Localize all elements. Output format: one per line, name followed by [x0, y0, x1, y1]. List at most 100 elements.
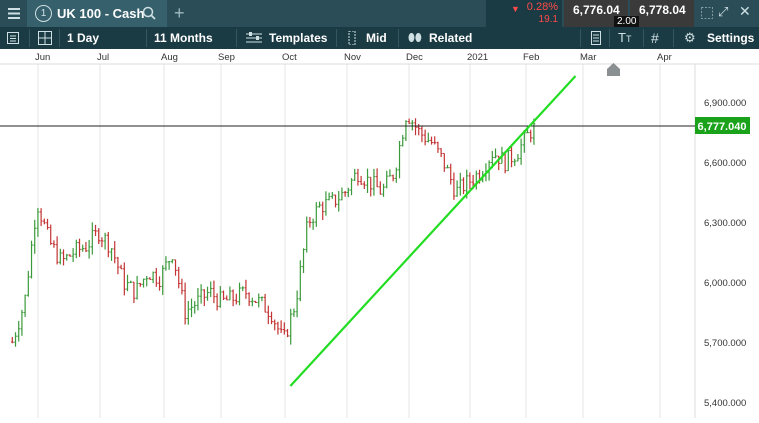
templates-button[interactable]: Templates [244, 27, 332, 49]
chart-tile-icon[interactable] [701, 7, 713, 19]
ohlc-bar [33, 219, 37, 254]
ohlc-bar [206, 286, 209, 301]
buy-price-button[interactable]: 6,778.04 [630, 0, 694, 27]
ohlc-bar [350, 178, 353, 196]
interval-selector[interactable]: 1 Day [67, 31, 100, 45]
ohlc-bar [372, 168, 376, 196]
ohlc-bar [337, 191, 341, 212]
ohlc-bar [71, 248, 75, 262]
ohlc-bar [158, 276, 161, 291]
ohlc-bar [410, 120, 414, 131]
close-icon[interactable]: ✕ [739, 3, 751, 19]
ohlc-bar [330, 192, 334, 199]
ohlc-bar [122, 262, 126, 296]
expand-icon[interactable]: ⤢ [718, 4, 729, 19]
settings-button[interactable]: ⚙ Settings [680, 27, 759, 49]
ohlc-bar [394, 167, 398, 183]
related-label: Related [429, 31, 473, 45]
ohlc-bars [10, 118, 536, 347]
ohlc-bar [106, 231, 110, 258]
add-tab-button[interactable]: + [174, 3, 185, 23]
ohlc-bar [375, 168, 379, 188]
ohlc-bar [455, 180, 459, 197]
ohlc-bar [151, 271, 155, 284]
ohlc-bar [532, 118, 536, 145]
ohlc-bar [81, 244, 85, 252]
ohlc-bar [62, 249, 65, 266]
month-label: Dec [406, 52, 423, 63]
text-size-icon[interactable]: TT [618, 30, 632, 45]
price-tick-label: 6,900.000 [704, 98, 746, 109]
ohlc-bar [446, 164, 449, 169]
main-menu-button[interactable] [0, 0, 27, 27]
ohlc-bar [84, 241, 88, 253]
ohlc-bar [234, 293, 238, 305]
instrument-tab[interactable]: 1 UK 100 - Cash [27, 0, 167, 27]
ohlc-bar [26, 270, 30, 297]
ohlc-bar [263, 293, 267, 313]
ohlc-bar [362, 181, 366, 190]
ohlc-bar [126, 274, 129, 292]
ohlc-bar [353, 168, 357, 181]
gear-icon: ⚙ [684, 30, 696, 45]
ohlc-bar [190, 298, 193, 318]
instrument-name: UK 100 - Cash [57, 6, 145, 21]
ohlc-bar [506, 149, 510, 172]
ohlc-bar [110, 248, 113, 261]
price-type-button[interactable]: Mid [344, 27, 394, 49]
ohlc-bar [132, 281, 136, 304]
ohlc-bar [439, 148, 443, 158]
month-label: Jun [35, 52, 50, 63]
ohlc-bar [87, 239, 91, 259]
chart-canvas[interactable]: Jun Jul Aug Sep Oct Nov Dec 2021 Feb Mar Apr 6,900… [0, 49, 759, 418]
ohlc-bar [68, 254, 72, 257]
ohlc-bar [94, 224, 97, 236]
ohlc-bar [414, 118, 417, 136]
sell-price-button[interactable]: 6,776.04 [564, 0, 628, 27]
price-chart[interactable]: Jun Jul Aug Sep Oct Nov Dec 2021 Feb Mar Apr 6,900… [0, 49, 759, 418]
month-label: Nov [344, 52, 361, 63]
ohlc-bar [286, 328, 289, 338]
panel-toggle-icon[interactable] [7, 32, 19, 44]
ohlc-bar [404, 120, 408, 142]
ohlc-bar [10, 336, 14, 344]
range-selector[interactable]: 11 Months [154, 31, 213, 45]
ohlc-bar [199, 284, 203, 304]
mid-icon [348, 31, 356, 45]
ohlc-bar [510, 145, 513, 168]
spread-value: 2.00 [614, 16, 640, 27]
ohlc-bar [442, 152, 446, 172]
month-label: Aug [161, 52, 178, 63]
trendline[interactable] [289, 75, 577, 387]
ohlc-bar [298, 260, 302, 302]
ohlc-bar [385, 170, 389, 189]
ohlc-bar [138, 282, 142, 287]
document-icon[interactable] [591, 31, 601, 45]
ohlc-bar [23, 294, 27, 317]
ohlc-bar [529, 129, 533, 143]
ohlc-bar [103, 232, 107, 250]
ohlc-bar [215, 293, 219, 311]
ohlc-bar [257, 293, 261, 308]
instrument-number-badge: 1 [35, 5, 52, 22]
layout-icon[interactable] [38, 31, 52, 45]
ohlc-bar [202, 289, 206, 306]
scroll-to-latest-icon[interactable] [607, 63, 620, 76]
x-axis-labels: Jun Jul Aug Sep Oct Nov Dec 2021 Feb Mar Apr [35, 52, 672, 63]
ohlc-bar [222, 290, 225, 301]
ohlc-bar [116, 256, 120, 275]
sell-price: 6,776.04 [573, 3, 620, 17]
ohlc-bar [327, 192, 331, 201]
search-icon[interactable] [142, 6, 156, 20]
ohlc-bar [193, 300, 197, 314]
price-change: ▼ 0.28% 19.1 [486, 0, 562, 27]
ohlc-bar [225, 295, 229, 301]
ohlc-bar [161, 265, 165, 295]
grid-icon[interactable]: # [651, 30, 659, 46]
ohlc-bar [369, 176, 373, 197]
related-button[interactable]: ⬮⬮ Related [404, 27, 484, 49]
price-tick-label: 5,400.000 [704, 398, 746, 409]
ohlc-bar [388, 169, 392, 177]
ohlc-bar [52, 240, 56, 248]
ohlc-bar [254, 300, 257, 303]
